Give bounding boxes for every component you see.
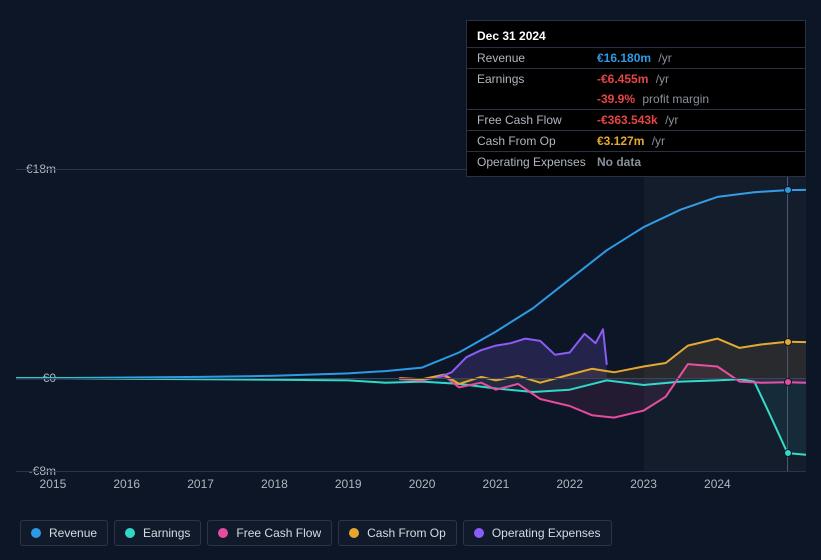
tooltip-value: -€363.543k /yr [597, 113, 678, 127]
x-axis-label: 2023 [630, 477, 657, 491]
tooltip-date: Dec 31 2024 [467, 25, 805, 47]
x-axis-label: 2021 [483, 477, 510, 491]
legend-item-operating-expenses[interactable]: Operating Expenses [463, 520, 612, 546]
tooltip-label: Free Cash Flow [477, 113, 597, 127]
hover-tooltip: Dec 31 2024 Revenue€16.180m /yrEarnings-… [466, 20, 806, 177]
legend-swatch [474, 528, 484, 538]
chart-legend: Revenue Earnings Free Cash Flow Cash From O… [20, 520, 612, 546]
tooltip-row: -39.9% profit margin [467, 89, 805, 109]
gridline [16, 471, 806, 472]
x-axis-label: 2022 [556, 477, 583, 491]
gridline [16, 378, 806, 379]
legend-label: Cash From Op [367, 526, 446, 540]
legend-label: Free Cash Flow [236, 526, 321, 540]
legend-label: Revenue [49, 526, 97, 540]
legend-label: Operating Expenses [492, 526, 601, 540]
tooltip-value: €3.127m /yr [597, 134, 665, 148]
tooltip-label [477, 92, 597, 106]
tooltip-value: €16.180m /yr [597, 51, 672, 65]
legend-swatch [125, 528, 135, 538]
tooltip-value: -39.9% profit margin [597, 92, 709, 106]
x-axis-label: 2020 [409, 477, 436, 491]
x-axis-label: 2019 [335, 477, 362, 491]
tooltip-value: No data [597, 155, 641, 169]
tooltip-value: -€6.455m /yr [597, 72, 669, 86]
legend-label: Earnings [143, 526, 190, 540]
x-axis-label: 2017 [187, 477, 214, 491]
legend-item-cash-from-op[interactable]: Cash From Op [338, 520, 457, 546]
hover-marker [784, 186, 792, 194]
x-axis-label: 2016 [113, 477, 140, 491]
hover-marker [784, 449, 792, 457]
tooltip-label: Cash From Op [477, 134, 597, 148]
hover-marker [784, 378, 792, 386]
tooltip-row: Revenue€16.180m /yr [467, 47, 805, 68]
hover-marker [784, 338, 792, 346]
tooltip-label: Revenue [477, 51, 597, 65]
x-axis-label: 2018 [261, 477, 288, 491]
x-axis-label: 2015 [40, 477, 67, 491]
x-axis-label: 2024 [704, 477, 731, 491]
legend-item-free-cash-flow[interactable]: Free Cash Flow [207, 520, 332, 546]
legend-swatch [218, 528, 228, 538]
tooltip-label: Operating Expenses [477, 155, 597, 169]
tooltip-row: Operating ExpensesNo data [467, 151, 805, 172]
legend-item-revenue[interactable]: Revenue [20, 520, 108, 546]
financials-chart[interactable]: €18m€0-€8m 20152016201720182019202020212… [16, 155, 806, 505]
legend-item-earnings[interactable]: Earnings [114, 520, 201, 546]
tooltip-label: Earnings [477, 72, 597, 86]
tooltip-row: Cash From Op€3.127m /yr [467, 130, 805, 151]
tooltip-row: Free Cash Flow-€363.543k /yr [467, 109, 805, 130]
legend-swatch [349, 528, 359, 538]
plot-svg [16, 169, 806, 471]
tooltip-row: Earnings-€6.455m /yr [467, 68, 805, 89]
legend-swatch [31, 528, 41, 538]
